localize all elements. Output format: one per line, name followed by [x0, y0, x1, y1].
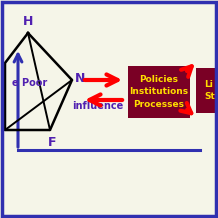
Text: e Poor: e Poor: [12, 78, 48, 88]
Bar: [196, 68, 218, 113]
Bar: [128, 66, 190, 118]
Text: Policies
Institutions
Processes: Policies Institutions Processes: [129, 75, 189, 109]
Text: F: F: [48, 136, 56, 149]
Text: influence: influence: [72, 101, 124, 111]
Text: Li
St: Li St: [204, 80, 215, 101]
Text: H: H: [23, 15, 33, 28]
Text: N: N: [75, 72, 85, 85]
